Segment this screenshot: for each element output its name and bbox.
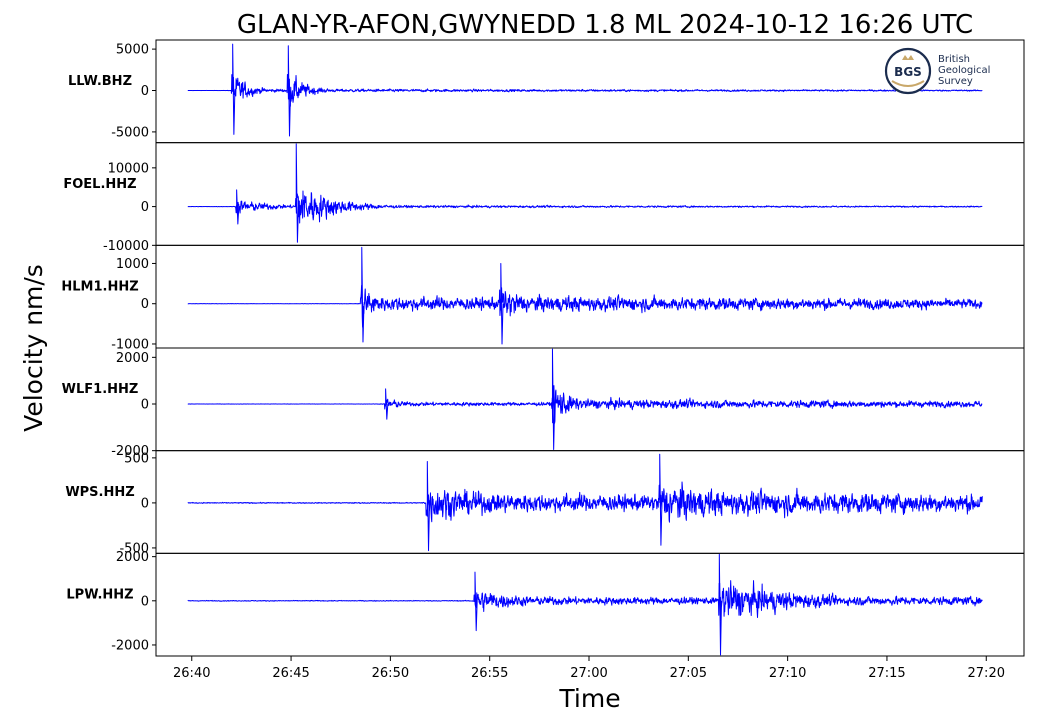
x-axis: 26:40 26:45 26:50 26:55 27:00 27:05 27:10 27:15… [173,656,1005,681]
y-tick-label: 0 [141,297,149,312]
y-tick-label: 1000 [116,257,149,272]
panel-frame [155,552,1025,657]
waveform-trace [187,453,983,552]
waveform-trace [187,553,983,656]
waveform-trace [187,43,983,137]
y-tick-label: 500 [124,451,149,466]
crown-icon [902,55,914,60]
logo-text-line: British [938,54,970,65]
y-tick-label: 0 [141,84,149,99]
station-label: LLW.BHZ [68,74,132,89]
station-label: LPW.HHZ [66,588,133,603]
y-tick-label: -1000 [111,337,149,352]
y-tick-label: 0 [141,398,149,413]
logo-text-line: Survey [938,76,973,87]
x-tick-label: 26:50 [372,666,409,681]
waveform-trace [187,246,983,345]
x-tick-label: 27:00 [570,666,607,681]
panel-hlm1-hhz: 1000 0 -1000 HLM1.HHZ [61,244,1025,352]
x-tick-label: 26:45 [272,666,309,681]
y-tick-label: 0 [141,496,149,511]
y-tick-label: 2000 [116,351,149,366]
panel-foel-hhz: 10000 0 -10000 FOEL.HHZ [63,142,1025,254]
y-tick-label: -500 [119,541,149,556]
y-tick-label: -5000 [111,125,149,140]
x-axis-label: Time [558,684,620,713]
x-tick-label: 27:10 [769,666,806,681]
y-tick-label: 0 [141,200,149,215]
y-tick-label: 2000 [116,550,149,565]
x-tick-label: 27:20 [968,666,1005,681]
y-tick-label: 10000 [108,161,149,176]
x-tick-label: 26:40 [173,666,210,681]
station-label: FOEL.HHZ [63,177,136,192]
panel-lpw-hhz: 2000 0 -2000 LPW.HHZ [66,550,1025,657]
panel-frame [155,347,1025,452]
panel-frame [155,142,1025,246]
panel-wps-hhz: 500 0 -500 WPS.HHZ [65,450,1025,556]
waveform-trace [187,143,983,243]
trace-panels: 50000-5000LLW.BHZ100000-10000FOEL.HHZ100… [61,39,1025,657]
panel-wlf1-hhz: 2000 0 -2000 WLF1.HHZ [62,347,1025,459]
x-tick-label: 26:55 [471,666,508,681]
y-tick-label: -10000 [103,239,149,254]
station-label: WLF1.HHZ [62,382,139,397]
y-tick-label: 0 [141,594,149,609]
panel-frame [155,244,1025,349]
logo-strata-icon [891,80,925,87]
panel-llw-bhz: 5000 0 -5000 LLW.BHZ [68,39,1025,144]
y-tick-label: 5000 [116,43,149,58]
logo-badge-text: BGS [894,65,922,79]
y-tick-label: -2000 [111,638,149,653]
chart-title: GLAN-YR-AFON,GWYNEDD 1.8 ML 2024-10-12 1… [237,10,973,40]
station-label: WPS.HHZ [65,485,134,500]
x-tick-label: 27:05 [670,666,707,681]
y-tick-label: -2000 [111,444,149,459]
logo-text-line: Geological [938,65,990,76]
waveform-trace [187,348,983,450]
logo-ring [884,47,932,95]
x-tick-label: 27:15 [868,666,905,681]
station-label: HLM1.HHZ [61,280,138,295]
y-axis-label: Velocity nm/s [19,264,48,432]
